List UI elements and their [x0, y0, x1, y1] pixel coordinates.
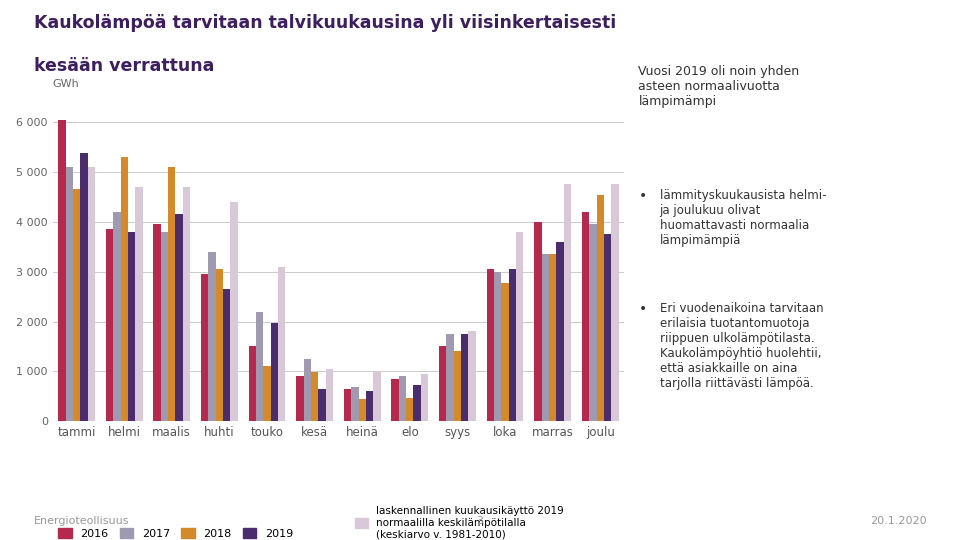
Bar — [182, 187, 190, 421]
Bar — [256, 312, 263, 421]
Text: Vuosi 2019 oli noin yhden
asteen normaalivuotta
lämpimämpi: Vuosi 2019 oli noin yhden asteen normaal… — [638, 65, 800, 108]
Bar — [208, 252, 216, 421]
Bar — [201, 274, 208, 421]
Bar — [87, 167, 95, 421]
Bar — [534, 222, 541, 421]
Bar — [494, 272, 501, 421]
Bar — [303, 359, 311, 421]
Bar — [263, 366, 271, 421]
Bar — [135, 187, 143, 421]
Bar — [509, 269, 516, 421]
Text: •: • — [638, 302, 647, 316]
Bar — [556, 242, 564, 421]
Bar — [454, 352, 461, 421]
Text: 3: 3 — [476, 516, 484, 526]
Bar — [81, 153, 87, 421]
Text: GWh: GWh — [53, 79, 80, 89]
Bar — [106, 230, 113, 421]
Bar — [439, 347, 446, 421]
Text: •: • — [638, 189, 647, 203]
Bar — [296, 376, 303, 421]
Bar — [446, 334, 454, 421]
Bar — [59, 120, 65, 421]
Bar — [344, 389, 351, 421]
Bar — [160, 232, 168, 421]
Bar — [366, 392, 373, 421]
Text: Energioteollisuus: Energioteollisuus — [34, 516, 129, 526]
Bar — [325, 369, 333, 421]
Bar — [564, 185, 571, 421]
Bar — [121, 157, 128, 421]
Legend: laskennallinen kuukausikäyttö 2019
normaalilla keskilämpötilalla
(keskiarvo v. 1: laskennallinen kuukausikäyttö 2019 norma… — [355, 506, 564, 539]
Bar — [65, 167, 73, 421]
Text: Eri vuodenaikoina tarvitaan
erilaisia tuotantomuotoja
riippuen ulkolämpötilasta.: Eri vuodenaikoina tarvitaan erilaisia tu… — [660, 302, 823, 390]
Bar — [501, 282, 509, 421]
Bar — [392, 379, 398, 421]
Bar — [398, 376, 406, 421]
Bar — [487, 269, 494, 421]
Bar — [373, 372, 381, 421]
Bar — [223, 289, 230, 421]
Bar — [589, 224, 596, 421]
Bar — [596, 195, 604, 421]
Text: lämmityskuukausista helmi-
ja joulukuu olivat
huomattavasti normaalia
lämpimämpi: lämmityskuukausista helmi- ja joulukuu o… — [660, 189, 826, 247]
Bar — [612, 185, 618, 421]
Bar — [461, 334, 468, 421]
Bar — [73, 190, 81, 421]
Bar — [271, 322, 278, 421]
Bar — [541, 254, 549, 421]
Bar — [549, 254, 556, 421]
Bar — [154, 224, 160, 421]
Text: kesään verrattuna: kesään verrattuna — [34, 57, 214, 75]
Bar — [604, 234, 612, 421]
Bar — [582, 212, 589, 421]
Bar — [168, 167, 176, 421]
Bar — [311, 373, 319, 421]
Bar — [420, 374, 428, 421]
Bar — [319, 389, 325, 421]
Text: Kaukolämpöä tarvitaan talvikuukausina yli viisinkertaisesti: Kaukolämpöä tarvitaan talvikuukausina yl… — [34, 14, 616, 31]
Bar — [216, 269, 223, 421]
Text: 20.1.2020: 20.1.2020 — [870, 516, 926, 526]
Bar — [351, 387, 358, 421]
Bar — [468, 332, 476, 421]
Bar — [414, 385, 420, 421]
Bar — [176, 214, 182, 421]
Bar — [358, 399, 366, 421]
Bar — [249, 347, 256, 421]
Bar — [230, 202, 238, 421]
Bar — [113, 212, 121, 421]
Bar — [516, 232, 523, 421]
Bar — [278, 267, 285, 421]
Bar — [406, 398, 414, 421]
Bar — [128, 232, 135, 421]
